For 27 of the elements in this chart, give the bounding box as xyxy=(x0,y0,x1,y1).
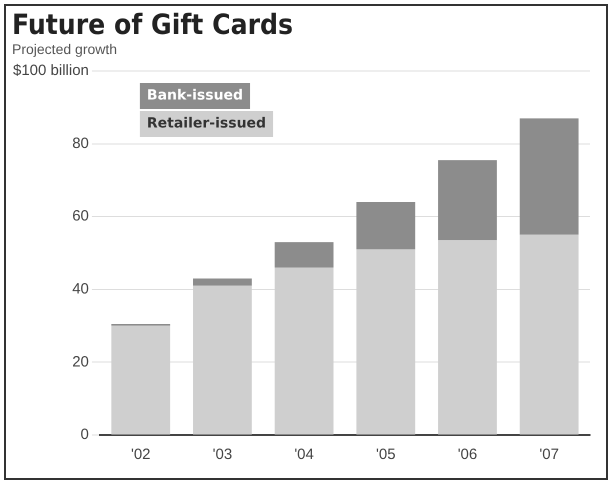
x-tick-label: '05 xyxy=(376,446,396,464)
x-tick-label: '02 xyxy=(130,446,151,464)
x-tick-label: '06 xyxy=(458,446,478,464)
text: Retailer-issued xyxy=(146,116,266,132)
bar xyxy=(274,242,334,268)
chart-subtitle: Projected growth xyxy=(12,41,118,57)
y-tick-label: 20 xyxy=(72,353,89,370)
chart-title: Future of Gift Cards xyxy=(12,8,294,41)
bar xyxy=(356,202,416,250)
bar xyxy=(520,118,579,235)
bar xyxy=(193,278,252,286)
bar xyxy=(111,326,170,434)
y-tick-label: 80 xyxy=(72,134,89,152)
x-tick-label: '04 xyxy=(294,446,314,464)
x-tick-label: '07 xyxy=(539,446,559,464)
bar xyxy=(356,249,416,434)
bar xyxy=(274,268,334,434)
x-tick-label: '03 xyxy=(212,446,232,464)
y-tick-label: 40 xyxy=(72,280,89,298)
text: Bank-issued xyxy=(146,88,244,104)
bar xyxy=(438,160,497,240)
y-tick-label: $100 billion xyxy=(12,62,89,80)
y-tick-label: 0 xyxy=(80,426,89,444)
bar xyxy=(193,286,252,434)
bar xyxy=(438,240,497,434)
y-tick-label: 60 xyxy=(72,208,89,225)
bar xyxy=(520,234,579,434)
